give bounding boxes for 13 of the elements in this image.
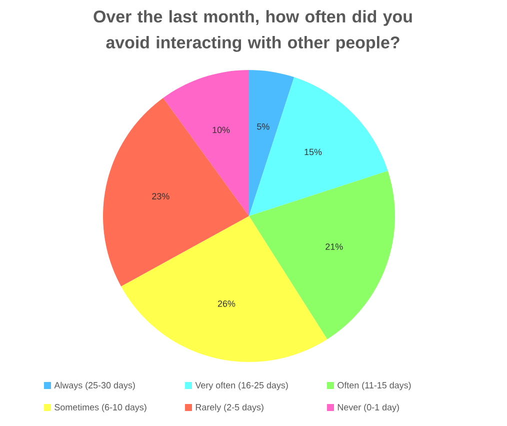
legend-label: Very often (16-25 days): [195, 382, 288, 390]
chart-title: Over the last month, how often did you avoid interacting with other people?: [94, 10, 412, 52]
legend-label: Often (11-15 days): [338, 382, 411, 390]
data-label: 5%: [257, 123, 270, 130]
data-label: 15%: [304, 148, 322, 156]
legend-label: Never (0-1 day): [338, 404, 399, 412]
legend-label: Sometimes (6-10 days): [54, 404, 146, 412]
data-label: 23%: [152, 193, 170, 200]
data-label: 26%: [218, 300, 236, 307]
legend-label: Rarely (2-5 days): [196, 404, 264, 412]
legend-label: Always (25-30 days): [54, 382, 135, 390]
data-label: 21%: [326, 243, 343, 250]
data-label: 10%: [212, 126, 230, 134]
